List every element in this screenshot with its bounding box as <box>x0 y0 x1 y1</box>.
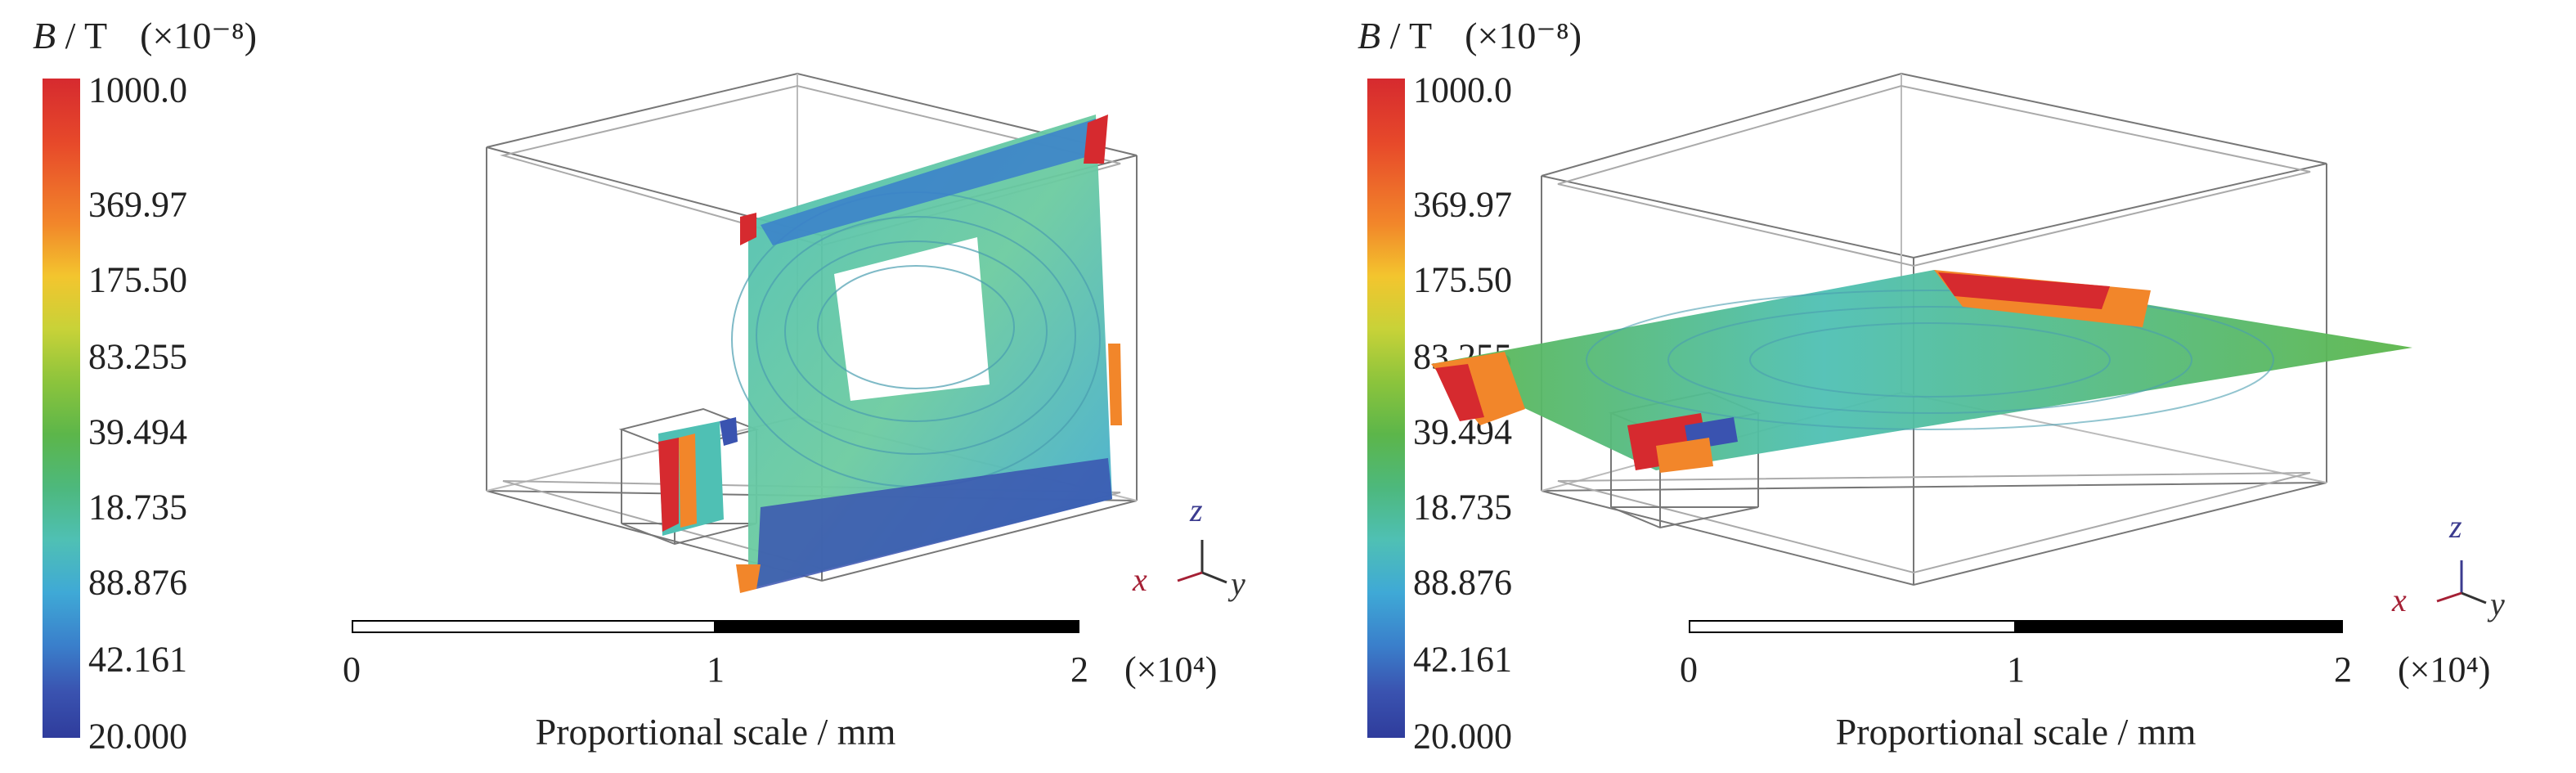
axis-z-label: z <box>2449 508 2462 545</box>
scale-tick: 1 <box>707 649 725 690</box>
colorbar-tick: 369.97 <box>1413 184 1512 225</box>
scale-segment-black <box>2016 620 2343 633</box>
legend-unit: / T <box>56 15 108 56</box>
field-model-vertical <box>486 72 1227 593</box>
scale-bar: 0 1 2 Proportional scale / mm <box>1680 620 2352 767</box>
scale-segment-black <box>716 620 1079 633</box>
right-panel: B / T (×10⁻⁸) 1000.0 369.97 175.50 83.255… <box>1325 0 2576 773</box>
scale-caption: Proportional scale / mm <box>535 711 896 753</box>
scale-multiplier: (×10⁴) <box>2398 649 2491 690</box>
scale-caption: Proportional scale / mm <box>1835 711 2197 753</box>
axis-x-label: x <box>1133 561 1147 598</box>
axis-z-label: z <box>1190 492 1203 528</box>
axis-triad <box>2436 560 2487 604</box>
field-plane <box>731 115 1122 593</box>
colorbar-tick: 175.50 <box>88 259 187 300</box>
field-model-horizontal <box>1431 72 2487 604</box>
field-plane <box>1431 270 2412 473</box>
colorbar-tick: 369.97 <box>88 184 187 225</box>
colorbar-tick: 18.735 <box>88 487 187 528</box>
colorbar-tick: 20.000 <box>1413 716 1512 757</box>
colorbar-tick: 1000.0 <box>88 70 187 110</box>
legend-title: B / T (×10⁻⁸) <box>33 13 257 57</box>
colorbar-tick: 39.494 <box>88 411 187 452</box>
colorbar-tick: 83.255 <box>88 336 187 377</box>
legend-title: B / T (×10⁻⁸) <box>1358 13 1582 57</box>
colorbar <box>1367 79 1405 738</box>
scale-tick: 2 <box>1070 649 1088 690</box>
axis-x-label: x <box>2392 582 2407 618</box>
colorbar-tick: 175.50 <box>1413 259 1512 300</box>
scale-multiplier: (×10⁴) <box>1124 649 1218 690</box>
scale-segment-white <box>352 620 716 633</box>
colorbar-tick: 42.161 <box>88 639 187 680</box>
scale-bar: 0 1 2 Proportional scale / mm <box>343 620 1088 767</box>
colorbar-tick: 88.876 <box>1413 562 1512 603</box>
scale-tick: 0 <box>1680 649 1698 690</box>
legend-multiplier: (×10⁻⁸) <box>1465 15 1582 56</box>
scale-tick: 2 <box>2334 649 2352 690</box>
axis-y-label: y <box>1231 565 1245 602</box>
colorbar <box>43 79 80 738</box>
legend-unit: / T <box>1380 15 1433 56</box>
axis-y-label: y <box>2490 586 2505 622</box>
legend-symbol: B <box>33 15 56 56</box>
legend-symbol: B <box>1358 15 1381 56</box>
colorbar-tick: 18.735 <box>1413 487 1512 528</box>
scale-segment-white <box>1689 620 2016 633</box>
legend-multiplier: (×10⁻⁸) <box>140 15 258 56</box>
scale-tick: 1 <box>2007 649 2025 690</box>
axis-triad <box>1177 540 1227 584</box>
source-slab <box>658 417 738 536</box>
colorbar-tick: 20.000 <box>88 716 187 757</box>
colorbar-tick: 88.876 <box>88 562 187 603</box>
colorbar-tick: 1000.0 <box>1413 70 1512 110</box>
scale-tick: 0 <box>343 649 361 690</box>
colorbar-tick: 42.161 <box>1413 639 1512 680</box>
left-panel: B / T (×10⁻⁸) 1000.0 369.97 175.50 83.255… <box>33 13 1245 767</box>
